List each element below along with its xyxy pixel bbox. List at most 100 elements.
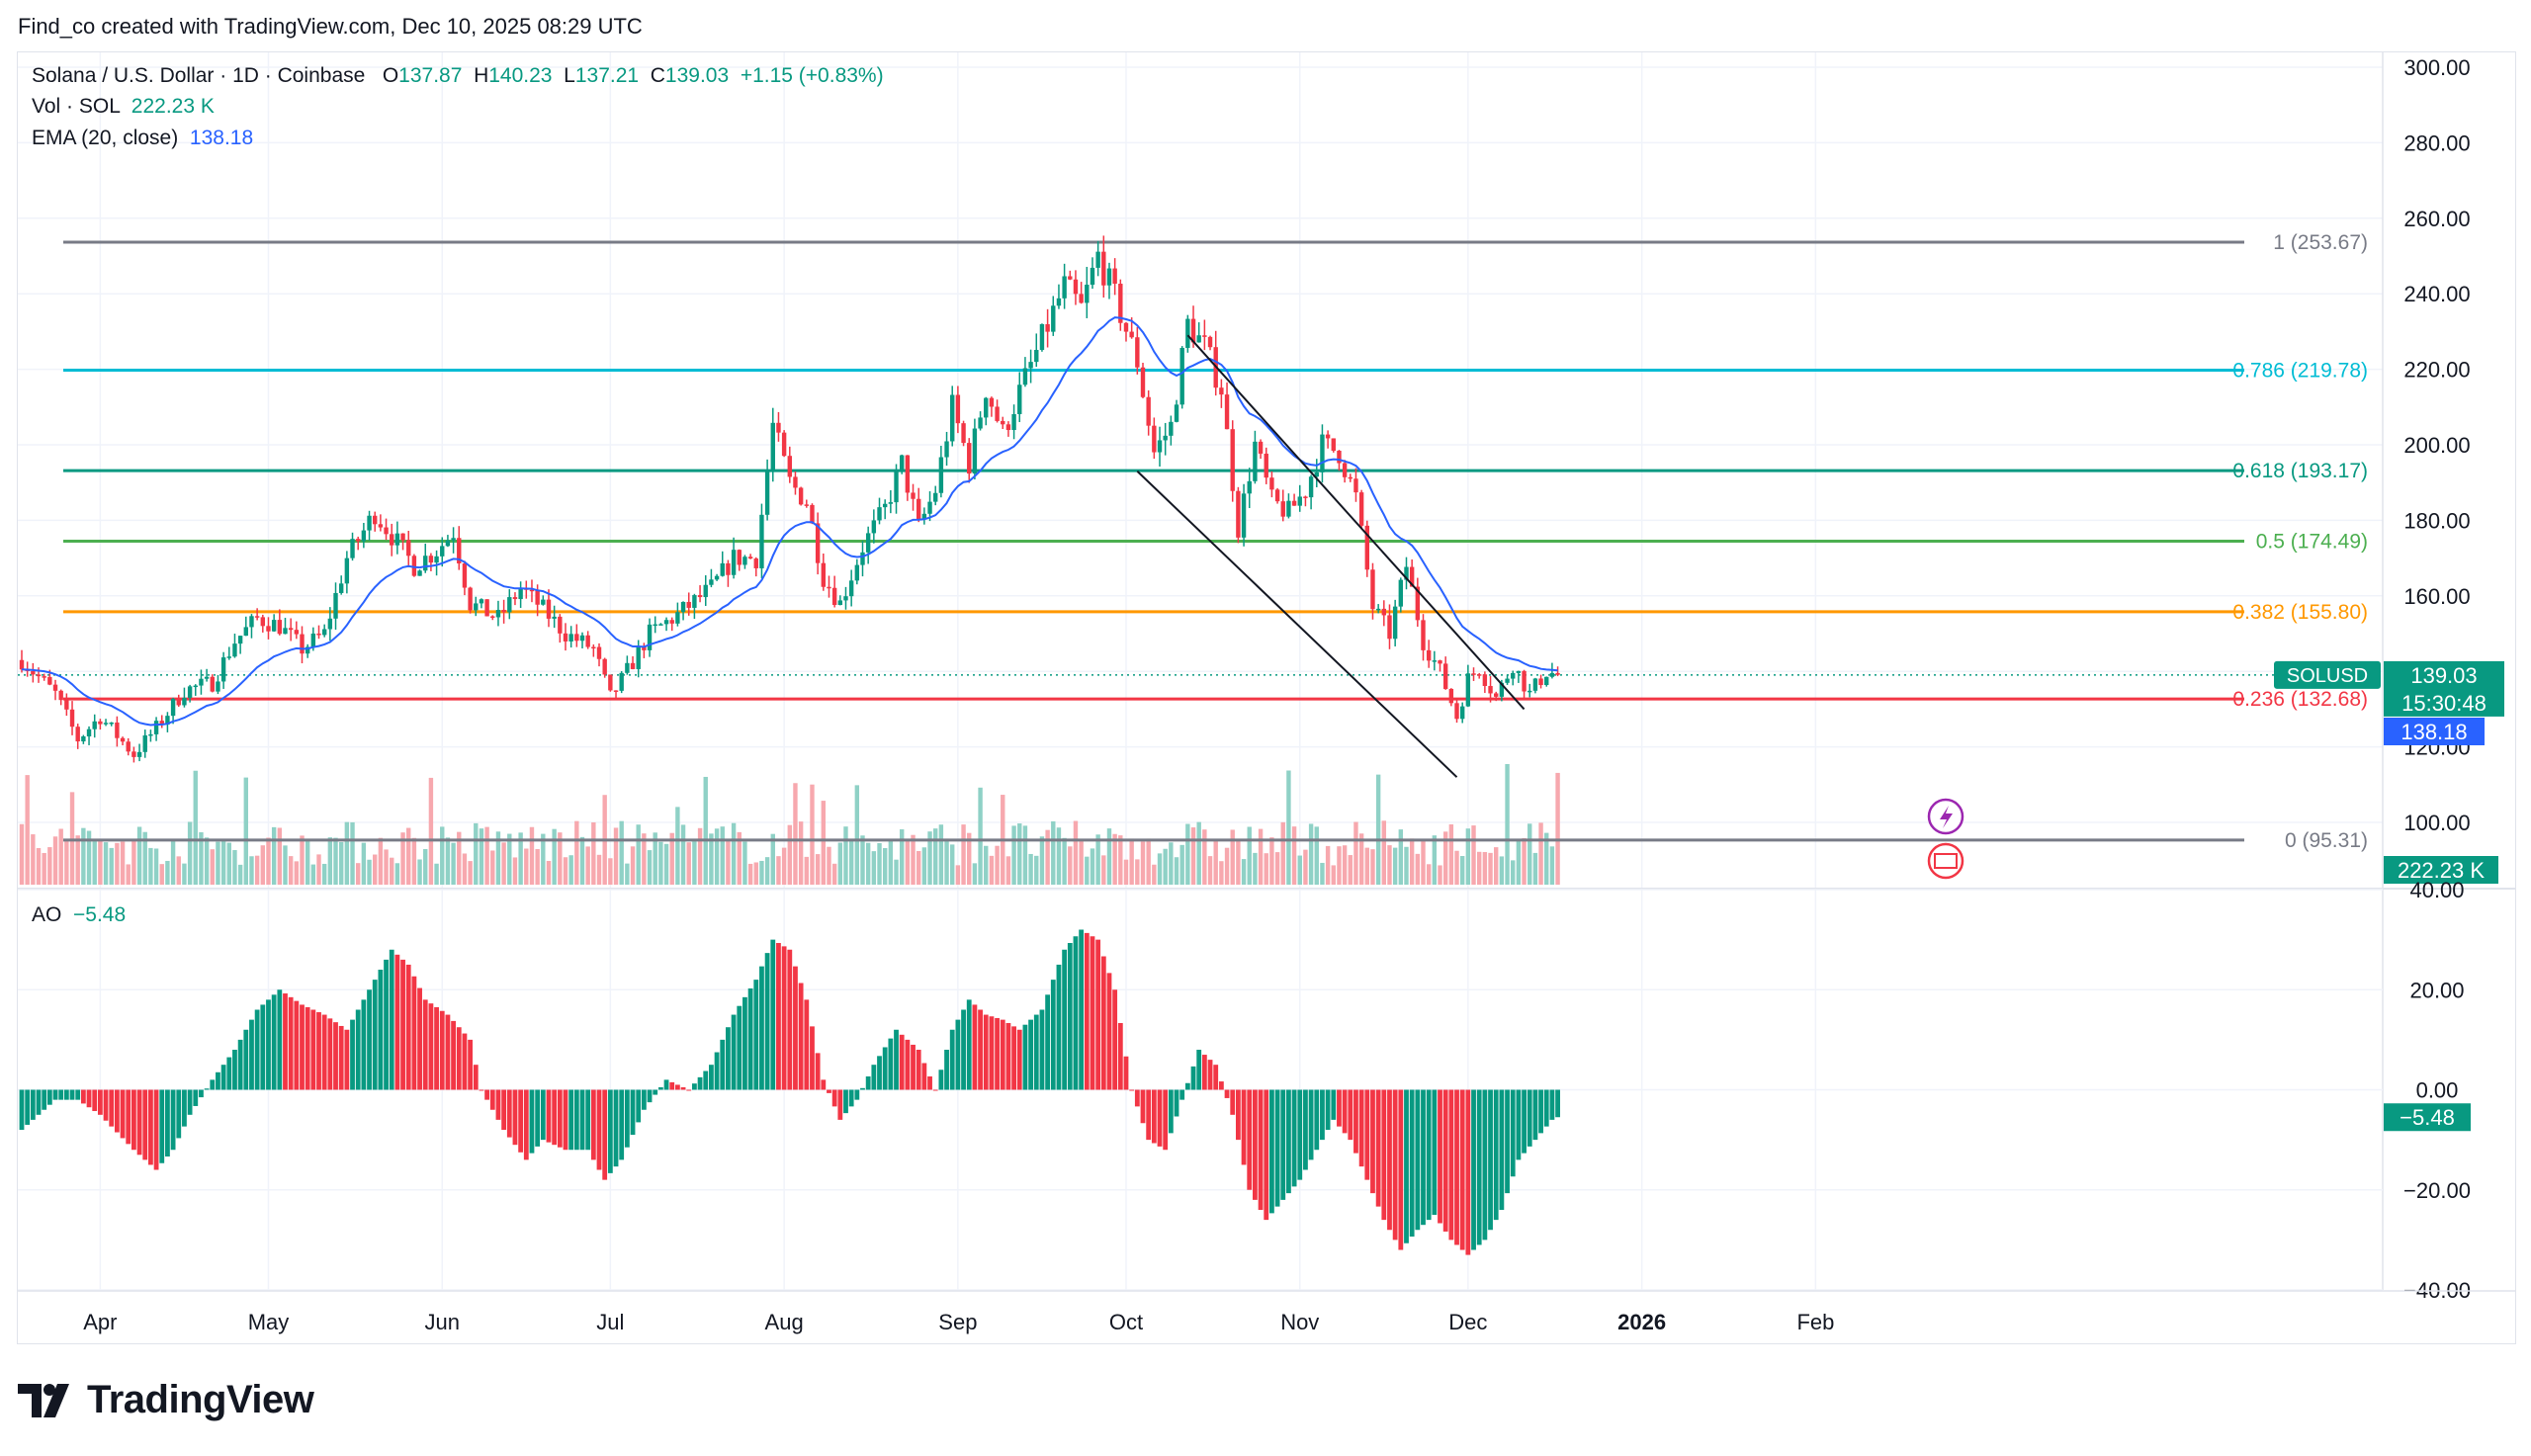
candle-body [1527,690,1532,693]
volume-bar [495,831,501,885]
candle-body [109,722,114,725]
last-price-value: 139.03 [2410,663,2477,688]
volume-bar [294,861,300,885]
candle-body [1118,284,1123,323]
volume-bar [1005,856,1011,885]
tradingview-brand[interactable]: TradingView [18,1378,314,1422]
candle-body [283,628,288,635]
ao-bar [932,1089,938,1091]
volume-bar [837,842,843,885]
ao-bar [52,1089,58,1100]
candle-body [703,584,708,598]
volume-bar [950,844,955,885]
candle-body [142,734,147,752]
ao-bar [226,1057,232,1090]
ema-price-tag [2384,718,2485,745]
ao-bar [350,1019,355,1090]
candle-body [300,634,305,654]
candle-body [1448,688,1454,704]
candle-body [1163,435,1168,441]
ao-bar [697,1076,703,1090]
ao-bar [501,1089,507,1130]
volume-bar [148,847,153,885]
ao-bar [1522,1089,1527,1154]
volume-legend[interactable]: Vol · SOL 222.23 K [32,95,215,119]
ao-bar [1392,1089,1398,1241]
candle-body [798,487,804,505]
volume-bar [1011,825,1016,885]
ao-bar [944,1050,949,1090]
candle-body [400,533,405,541]
candle-body [1303,496,1308,498]
candle-body [237,636,243,644]
ao-bar [827,1089,831,1093]
ao-bar [540,1089,546,1141]
candle-body [216,681,220,692]
candle-body [1404,566,1409,580]
ao-bar [1123,1056,1129,1090]
volume-bar [373,854,378,885]
volume-bar [1274,852,1280,885]
fib-level-label: 0.236 (132.68) [2232,688,2368,711]
candle-body [804,504,809,506]
candle-body [1465,673,1471,707]
candle-body [989,397,995,407]
volume-bar [69,792,75,885]
volume-bar [451,842,456,885]
ao-bar [159,1089,165,1163]
volume-bar [781,847,787,885]
ao-bar [148,1089,153,1165]
ema-legend[interactable]: EMA (20, close) 138.18 [32,127,253,150]
volume-bar [344,821,350,885]
ao-bar [865,1076,871,1090]
ao-bar [170,1089,176,1151]
volume-bar [333,837,338,885]
ao-bar [1448,1089,1454,1241]
ao-bar [1207,1060,1213,1090]
ao-bar [389,949,394,1090]
ao-bar [837,1089,843,1120]
candle-body [995,406,1000,421]
volume-bar [103,842,109,885]
candle-body [417,570,422,576]
symbol-legend[interactable]: Solana / U.S. Dollar · 1D · Coinbase O13… [32,64,884,88]
candle-body [1454,703,1459,720]
ao-bar [831,1089,837,1107]
candle-body [972,428,978,474]
volume-bar [1219,861,1224,885]
candle-body [457,538,462,563]
ao-bar [1016,1029,1022,1090]
ao-bar [1112,989,1118,1090]
candle-body [1555,672,1560,675]
ao-legend[interactable]: AO −5.48 [32,903,126,927]
volume-bar [1337,846,1342,885]
candle-body [753,558,758,568]
fib-level-label: 0.618 (193.17) [2232,460,2368,482]
candle-body [19,659,25,670]
volume-bar [350,821,355,885]
candle-body [731,550,737,575]
candle-body [474,603,479,611]
ao-bar [798,983,804,1090]
volume-bar [1280,821,1285,885]
candle-body [1068,276,1073,280]
price-axis-label: 220.00 [2403,358,2470,383]
volume-bar [591,821,596,885]
ao-bar [199,1089,204,1098]
ao-bar [1079,929,1085,1090]
volume-bar [938,824,944,885]
candle-body [316,633,321,636]
candle-body [226,656,231,658]
candle-body [1387,615,1392,640]
ao-bar [136,1089,142,1156]
candle-body [220,657,226,682]
last-price-tag [2384,660,2504,717]
ao-bar [1140,1089,1146,1124]
candle-body [165,716,170,726]
ao-bar [669,1081,675,1090]
ao-bar [1325,1089,1331,1130]
ao-bar [338,1025,344,1090]
ao-bar [75,1089,81,1100]
candle-body [1381,608,1387,616]
